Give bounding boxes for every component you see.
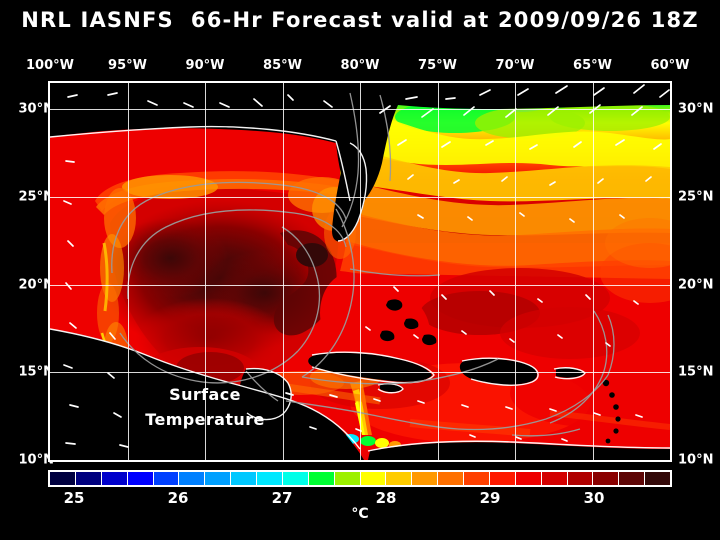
colorbar-cell (489, 472, 516, 485)
gridline-parallel (50, 196, 670, 198)
colorbar-unit-label: °C (351, 506, 369, 522)
lon-tick-label: 70°W (495, 58, 535, 73)
gridline-meridian (360, 83, 361, 460)
colorbar-cell (153, 472, 180, 485)
field-annotation: Surface Temperature (145, 385, 265, 429)
lon-tick-label: 60°W (650, 58, 690, 73)
lon-tick-label: 80°W (340, 58, 380, 73)
colorbar-cell (567, 472, 594, 485)
colorbar-cell (360, 472, 387, 485)
colorbar-cell (412, 472, 439, 485)
lat-tick-label: 10°N (18, 452, 54, 468)
gridline-meridian (127, 83, 129, 460)
colorbar-tick-label: 26 (167, 489, 189, 507)
colorbar-tick-label: 25 (63, 489, 85, 507)
lon-tick-label: 65°W (573, 58, 612, 73)
lat-tick-label: 25°N (18, 189, 54, 205)
colorbar-cell (231, 472, 257, 485)
map-panel[interactable]: Surface Temperature (48, 81, 672, 462)
gridline-meridian (592, 83, 594, 460)
lon-tick-label: 75°W (418, 58, 457, 73)
colorbar-cell (438, 472, 464, 485)
colorbar-tick-label: 29 (479, 489, 501, 507)
colorbar-cell (541, 472, 568, 485)
figure-title: NRL IASNFS 66-Hr Forecast valid at 2009/… (21, 8, 699, 32)
gridline-meridian (205, 83, 206, 460)
colorbar-cell (645, 472, 670, 485)
gridline-parallel (50, 284, 670, 286)
colorbar-cell (257, 472, 283, 485)
colorbar-tick-label: 28 (375, 489, 397, 507)
lat-tick-label: 15°N (18, 364, 54, 380)
lon-tick-label: 90°W (185, 58, 225, 73)
colorbar-cell (619, 472, 646, 485)
gridline-meridian (437, 83, 439, 460)
lat-tick-label: 30°N (678, 101, 714, 117)
map-field: Surface Temperature (50, 83, 670, 460)
gridline-meridian (515, 83, 516, 460)
colorbar-cell (515, 472, 542, 485)
colorbar-cell (50, 472, 76, 485)
lat-tick-label: 20°N (678, 277, 714, 293)
lat-tick-label: 25°N (678, 189, 714, 205)
colorbar-cell (593, 472, 620, 485)
colorbar-cell (205, 472, 232, 485)
colorbar-cell (386, 472, 413, 485)
gridline-parallel (50, 372, 670, 374)
gridline-meridian (282, 83, 284, 460)
colorbar-cell (282, 472, 309, 485)
colorbar-tick-label: 27 (271, 489, 293, 507)
lat-tick-label: 30°N (18, 101, 54, 117)
lat-tick-label: 10°N (678, 452, 714, 468)
colorbar[interactable] (48, 470, 672, 487)
colorbar-cell (334, 472, 361, 485)
colorbar-tick-label: 30 (583, 489, 605, 507)
gridline-parallel (50, 109, 670, 111)
lat-tick-label: 20°N (18, 277, 54, 293)
colorbar-cell (179, 472, 206, 485)
colorbar-cell (127, 472, 154, 485)
lon-tick-label: 100°W (26, 58, 74, 73)
colorbar-cell (75, 472, 102, 485)
colorbar-cell (464, 472, 490, 485)
lat-tick-label: 15°N (678, 364, 714, 380)
colorbar-cell (101, 472, 128, 485)
lon-tick-label: 95°W (108, 58, 147, 73)
colorbar-cell (308, 472, 335, 485)
lon-tick-label: 85°W (263, 58, 302, 73)
